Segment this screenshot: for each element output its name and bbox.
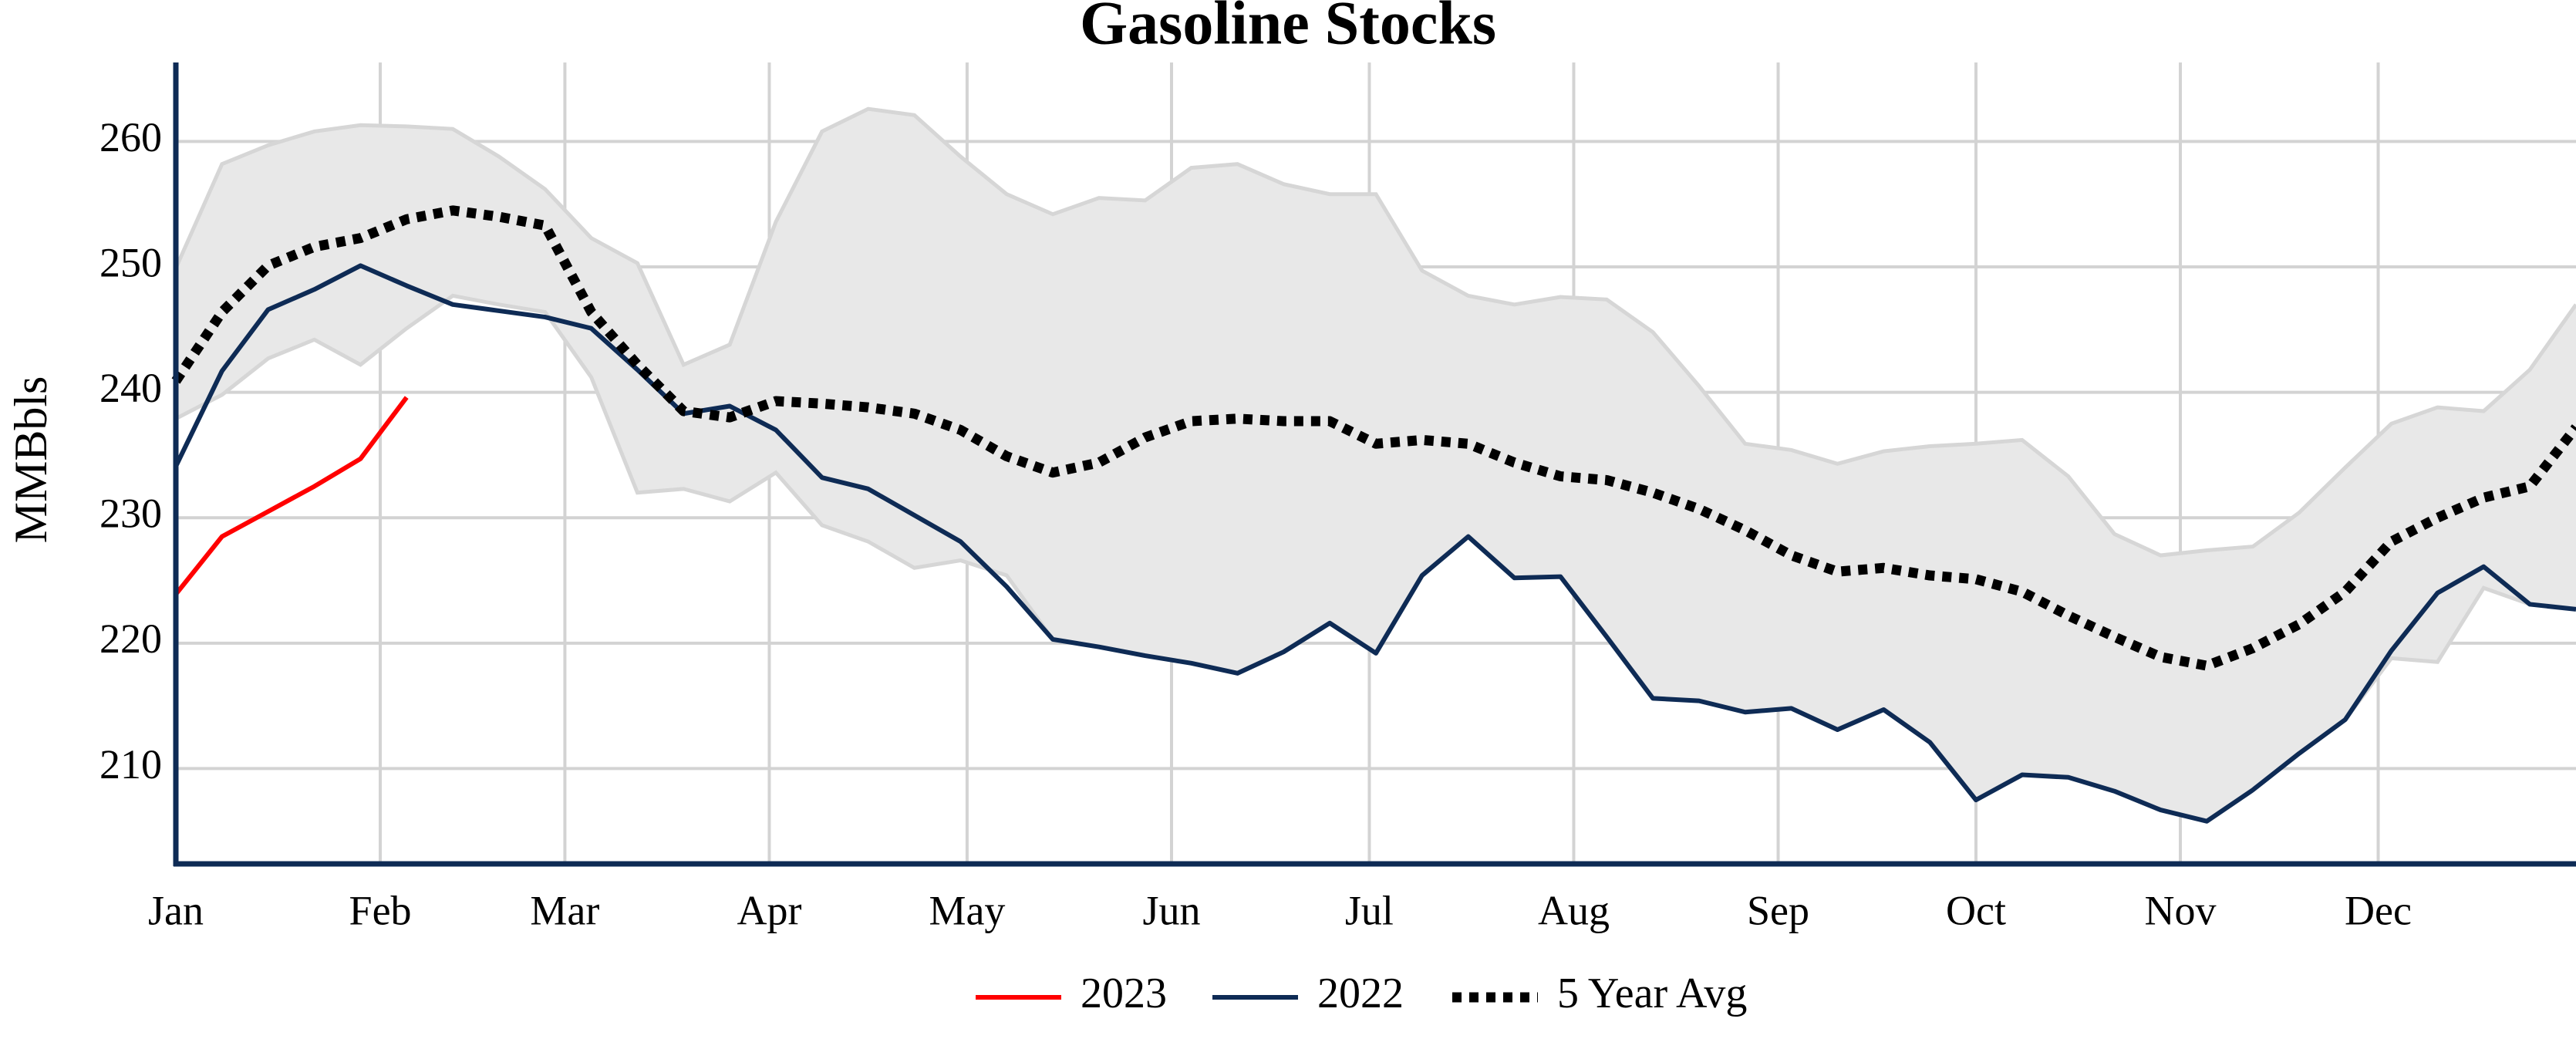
x-tick-label: Dec — [2345, 887, 2412, 933]
x-tick-label: Mar — [530, 887, 599, 933]
series-line — [171, 205, 2576, 671]
legend-label: 2022 — [1317, 970, 1404, 1017]
y-tick-label: 210 — [99, 741, 162, 788]
x-tick-label: Nov — [2145, 887, 2217, 933]
y-tick-label: 250 — [99, 239, 162, 285]
y-tick-label: 240 — [99, 365, 162, 411]
x-tick-label: May — [929, 887, 1005, 933]
y-tick-label: 260 — [99, 114, 162, 160]
y-axis-label: MMBbls — [5, 376, 56, 544]
x-tick-label: Jul — [1345, 887, 1394, 933]
x-tick-label: Oct — [1946, 887, 2006, 933]
y-tick-label: 220 — [99, 616, 162, 662]
legend-label: 5 Year Avg — [1557, 970, 1747, 1017]
x-tick-label: Jan — [148, 887, 204, 933]
series-line — [174, 263, 2576, 824]
x-tick-label: Apr — [737, 887, 801, 933]
range-band — [176, 109, 2576, 821]
x-tick-label: Sep — [1747, 887, 1809, 933]
range-upper — [174, 106, 2576, 558]
y-tick-label: 230 — [99, 491, 162, 537]
series-line — [174, 396, 409, 596]
x-tick-label: Feb — [349, 887, 412, 933]
x-tick-label: Jun — [1142, 887, 1200, 933]
legend-label: 2023 — [1081, 970, 1167, 1017]
chart-title: Gasoline Stocks — [1080, 0, 1496, 57]
x-tick-label: Aug — [1538, 887, 1610, 933]
